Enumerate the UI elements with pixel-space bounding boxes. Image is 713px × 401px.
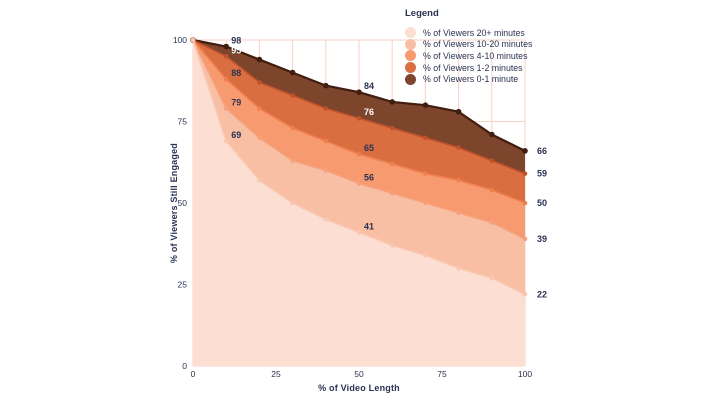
data-label: 69 xyxy=(231,130,241,140)
y-tick-label: 25 xyxy=(178,280,188,290)
point-marker xyxy=(423,200,428,206)
data-label: 50 xyxy=(537,198,547,208)
point-marker xyxy=(489,131,495,138)
point-marker xyxy=(289,69,296,76)
x-tick-label: 0 xyxy=(191,369,196,379)
point-marker xyxy=(190,37,196,43)
point-marker xyxy=(522,236,528,242)
legend-item-2: % of Viewers 4-10 minutes xyxy=(405,50,605,62)
x-axis-title: % of Video Length xyxy=(318,383,400,393)
data-label: 79 xyxy=(231,97,241,107)
legend-swatch-icon xyxy=(405,73,416,85)
data-label: 66 xyxy=(537,146,547,156)
point-marker xyxy=(257,177,262,183)
legend-item-label: % of Viewers 0-1 minute xyxy=(423,74,519,85)
point-marker xyxy=(522,148,528,154)
legend: Legend % of Viewers 20+ minutes% of View… xyxy=(405,8,605,85)
point-marker xyxy=(223,138,229,144)
x-tick-label: 100 xyxy=(518,369,532,379)
point-marker xyxy=(522,171,528,176)
point-marker xyxy=(356,151,362,157)
x-tick-label: 75 xyxy=(437,369,447,379)
data-label: 84 xyxy=(364,81,374,91)
point-marker xyxy=(356,181,362,186)
point-marker xyxy=(389,161,395,167)
point-marker xyxy=(389,243,395,248)
legend-item-4: % of Viewers 0-1 minute xyxy=(405,73,605,85)
legend-swatch-icon xyxy=(405,62,416,74)
y-tick-label: 50 xyxy=(178,198,188,208)
y-tick-label: 100 xyxy=(173,35,187,45)
y-tick-label: 75 xyxy=(178,117,188,127)
point-marker xyxy=(522,200,528,206)
point-marker xyxy=(223,76,229,82)
legend-item-label: % of Viewers 1-2 minutes xyxy=(423,62,523,73)
point-marker xyxy=(423,252,428,258)
legend-swatch-icon xyxy=(405,27,416,39)
legend-swatch-icon xyxy=(405,50,416,62)
point-marker xyxy=(290,125,295,131)
legend-item-label: % of Viewers 10-20 minutes xyxy=(423,39,533,50)
data-label: 65 xyxy=(364,143,374,153)
data-label: 56 xyxy=(364,172,374,182)
legend-item-label: % of Viewers 20+ minutes xyxy=(423,27,525,38)
legend-swatch-icon xyxy=(405,38,416,50)
point-marker xyxy=(455,108,462,115)
legend-title: Legend xyxy=(405,8,439,19)
legend-item-3: % of Viewers 1-2 minutes xyxy=(405,62,605,74)
point-marker xyxy=(456,177,461,183)
point-marker xyxy=(489,275,495,281)
point-marker xyxy=(389,99,396,105)
point-marker xyxy=(489,220,495,225)
point-marker xyxy=(456,145,461,150)
data-label: 88 xyxy=(231,68,241,78)
point-marker xyxy=(323,217,329,222)
point-marker xyxy=(456,210,461,216)
data-label: 76 xyxy=(364,107,374,117)
point-marker xyxy=(323,138,329,144)
data-label: 41 xyxy=(364,221,374,231)
area-series-4 xyxy=(193,40,525,366)
y-axis-title-text: % of Viewers Still Engaged xyxy=(168,142,179,264)
point-marker xyxy=(422,102,429,108)
point-marker xyxy=(323,82,329,89)
point-marker xyxy=(223,54,229,59)
point-marker xyxy=(290,158,295,163)
data-label: 39 xyxy=(537,234,547,244)
data-label: 59 xyxy=(537,169,547,179)
point-marker xyxy=(423,135,428,141)
data-label: 95 xyxy=(231,45,241,55)
point-marker xyxy=(389,125,395,131)
point-marker xyxy=(256,56,263,63)
point-marker xyxy=(356,230,362,235)
point-marker xyxy=(290,93,295,98)
point-marker xyxy=(257,106,262,111)
data-label: 98 xyxy=(231,36,241,46)
point-marker xyxy=(323,168,329,173)
x-tick-label: 25 xyxy=(271,369,281,379)
point-marker xyxy=(522,291,528,297)
point-marker xyxy=(290,200,295,206)
point-marker xyxy=(223,43,229,50)
data-label: 22 xyxy=(537,289,547,299)
legend-item-1: % of Viewers 10-20 minutes xyxy=(405,38,605,51)
point-marker xyxy=(489,187,495,193)
point-marker xyxy=(356,115,362,121)
x-tick-label: 50 xyxy=(354,369,364,379)
point-marker xyxy=(257,135,262,141)
point-marker xyxy=(489,158,495,163)
legend-item-0: % of Viewers 20+ minutes xyxy=(405,27,605,39)
legend-item-label: % of Viewers 4-10 minutes xyxy=(423,50,528,61)
point-marker xyxy=(323,106,329,111)
y-axis-title: % of Viewers Still Engaged xyxy=(166,40,181,366)
point-marker xyxy=(423,171,428,176)
point-marker xyxy=(389,190,395,196)
point-marker xyxy=(356,89,362,95)
y-tick-label: 0 xyxy=(182,361,187,371)
point-marker xyxy=(257,80,262,85)
point-marker xyxy=(456,265,461,271)
point-marker xyxy=(223,106,229,111)
